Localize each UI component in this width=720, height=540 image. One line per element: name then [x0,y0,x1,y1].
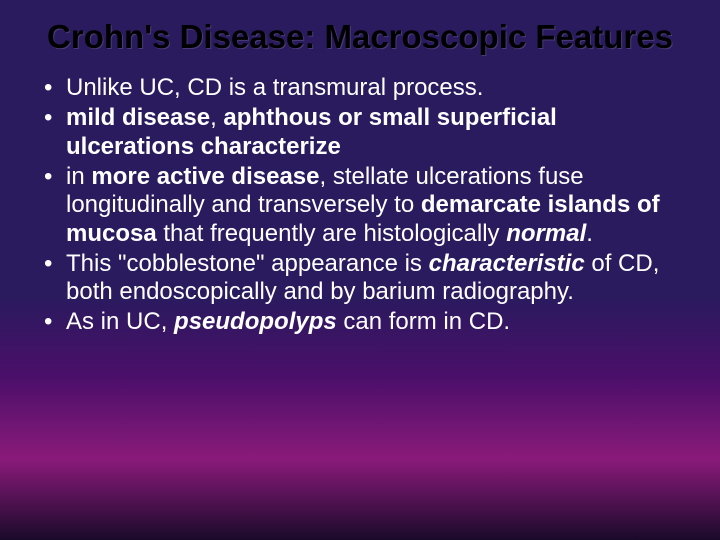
list-item: As in UC, pseudopolyps can form in CD. [40,308,690,336]
text-run: in [66,163,91,190]
list-item: mild disease, aphthous or small superfic… [40,104,690,161]
list-item: This "cobblestone" appearance is charact… [40,250,690,307]
text-run: normal [506,220,586,247]
text-run: This "cobblestone" appearance is [66,250,429,277]
list-item: in more active disease, stellate ulcerat… [40,163,690,248]
text-run: . [586,220,593,247]
text-run: that frequently are histologically [157,220,507,247]
slide: Crohn's Disease: Macroscopic Features Un… [0,0,720,540]
text-run: Unlike UC, CD is a transmural process. [66,74,483,101]
text-run: can form in CD. [337,308,510,335]
slide-title: Crohn's Disease: Macroscopic Features [30,18,690,56]
bullet-list: Unlike UC, CD is a transmural process. m… [40,74,690,337]
list-item: Unlike UC, CD is a transmural process. [40,74,690,102]
text-run: As in UC, [66,308,174,335]
text-run: characteristic [429,250,585,277]
text-run: mild disease [66,104,210,131]
text-run: pseudopolyps [174,308,337,335]
text-run: more active disease [91,163,319,190]
text-run: , [210,104,223,131]
